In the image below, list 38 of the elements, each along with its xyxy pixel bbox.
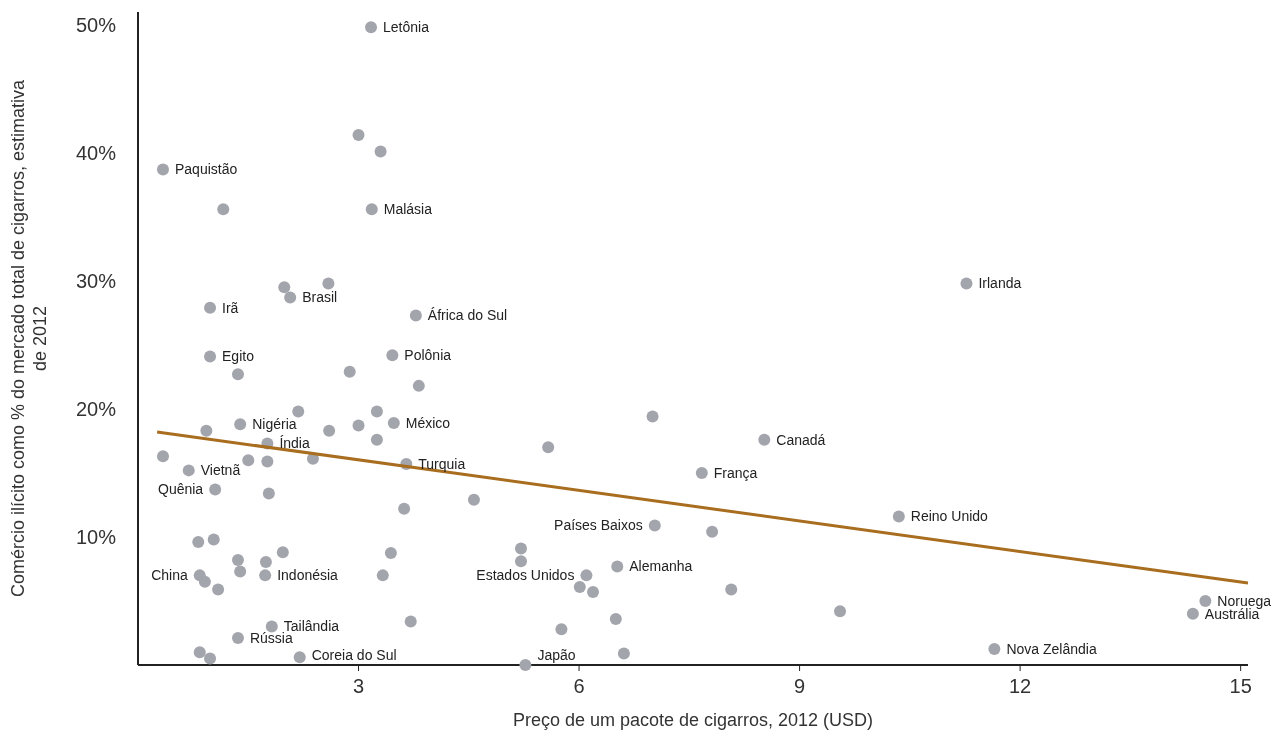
annotation: Irã xyxy=(222,299,239,316)
annotation: Turquia xyxy=(418,455,466,472)
x-tick-label: 6 xyxy=(573,675,585,697)
annotation: Indonésia xyxy=(277,567,339,584)
annotation: Malásia xyxy=(383,201,433,218)
annotation: Letônia xyxy=(383,19,430,36)
annotation: Países Baixos xyxy=(554,517,643,534)
annotation: Paquistão xyxy=(174,161,238,178)
annotation: Egito xyxy=(222,348,255,365)
x-tick-label: 3 xyxy=(352,675,365,697)
annotation: Coreia do Sul xyxy=(311,646,397,663)
annotation: Vietnã xyxy=(200,462,241,479)
annotation: Nova Zelândia xyxy=(1006,640,1097,657)
y-tick-label: 50% xyxy=(75,13,117,36)
annotation: Índia xyxy=(279,435,310,452)
x-tick-label: 9 xyxy=(794,675,806,697)
annotation: Reino Unido xyxy=(910,508,989,525)
annotation: França xyxy=(713,464,758,481)
annotation: Japão xyxy=(537,646,576,663)
x-axis-title: Preço de um pacote de cigarros, 2012 (USD) xyxy=(512,710,874,730)
annotation: Nigéria xyxy=(252,416,297,433)
y-axis-title: Comércio ilícito como % do mercado total de cigarros, estimativa de 2012 xyxy=(8,78,50,598)
annotation: Brasil xyxy=(302,289,338,306)
annotation: Polônia xyxy=(404,347,452,364)
annotation: México xyxy=(405,414,451,431)
y-tick-label: 20% xyxy=(75,397,117,420)
x-tick-label: 15 xyxy=(1229,675,1252,697)
x-tick-label: 12 xyxy=(1008,675,1032,697)
y-tick-label: 30% xyxy=(75,269,117,292)
annotation: Irlanda xyxy=(978,275,1022,292)
annotation: Estados Unidos xyxy=(476,567,575,584)
annotation: Quênia xyxy=(158,481,204,498)
y-tick-label: 40% xyxy=(75,141,117,164)
y-tick-label: 10% xyxy=(75,525,117,548)
annotation: Alemanha xyxy=(629,558,693,575)
annotation: África do Sul xyxy=(427,307,508,324)
annotation: Canadá xyxy=(776,431,826,448)
annotation: China xyxy=(151,567,188,584)
